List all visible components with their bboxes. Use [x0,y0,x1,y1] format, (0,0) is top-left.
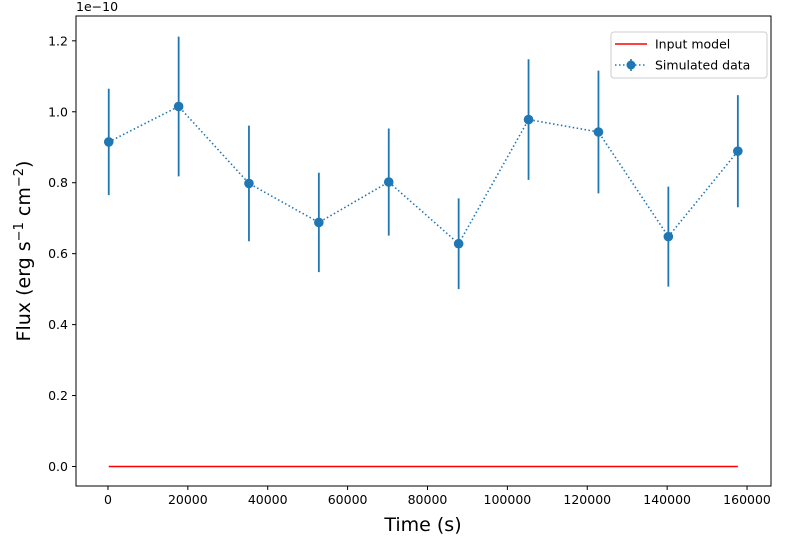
y-tick-label: 0.4 [48,317,68,332]
x-tick-label: 40000 [248,492,288,507]
x-tick-label: 120000 [563,492,611,507]
x-tick-label: 80000 [408,492,448,507]
legend-input-model-label: Input model [655,37,730,52]
y-tick-label: 1.0 [48,104,68,119]
simulated-data-point [173,101,184,112]
y-axis-title-part2: cm [13,187,35,222]
y-tick-label: 0.0 [48,459,68,474]
y-axis-title: Flux (erg s−1 cm−2) [12,161,35,342]
x-tick-label: 60000 [328,492,368,507]
x-tick-label: 100000 [484,492,532,507]
simulated-data-point [593,127,604,137]
plot-area [103,36,743,468]
simulated-data-point [663,231,674,242]
y-tick-label: 1.2 [48,33,68,48]
simulated-data-point [383,177,394,187]
simulated-data-point [733,146,743,156]
simulated-data-line [108,105,739,245]
x-tick-label: 160000 [723,492,771,507]
y-axis-title-part1: Flux (erg s [13,241,35,341]
simulated-data-point [453,238,464,249]
y-axis-title-part3: ) [13,161,35,168]
y-axis-title-sup1: −1 [12,222,27,241]
x-tick-label: 20000 [168,492,208,507]
axes-frame [75,15,772,487]
y-tick-label: 0.2 [48,388,68,403]
simulated-data-point [244,178,254,189]
legend-box [610,31,768,79]
y-tick-label: 0.8 [48,175,68,190]
x-tick-label: 140000 [643,492,691,507]
simulated-data-point [523,114,534,125]
y-offset-label: 1e−10 [76,0,118,14]
y-axis-title-sup2: −2 [12,168,27,187]
legend-simulated-data-label: Simulated data [655,58,750,73]
simulated-data-point [314,217,324,228]
simulated-data-point [103,137,114,147]
x-axis-title: Time (s) [383,514,461,536]
legend-simulated-data-marker [626,60,636,70]
x-tick-label: 0 [104,492,112,507]
y-tick-label: 0.6 [48,246,68,261]
legend: Input model Simulated data [610,31,768,79]
axis-ticks: 0 20000 40000 60000 80000 100000 120000 140000 1… [48,33,771,507]
